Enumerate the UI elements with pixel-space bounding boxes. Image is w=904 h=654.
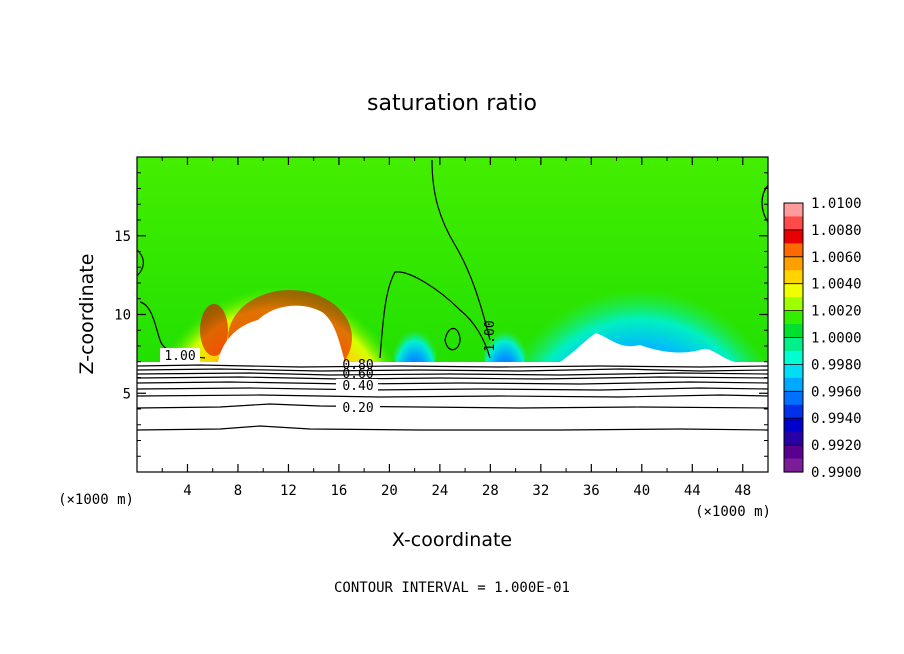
colorbar-swatch <box>784 391 803 406</box>
contour-labels: 1.00 1.00 0.80 0.60 0.40 0.20 <box>160 320 498 416</box>
contour-label: 0.20 <box>342 401 373 416</box>
x-axis-title: X-coordinate <box>392 529 512 551</box>
x-tick-label: 28 <box>482 483 499 499</box>
colorbar-swatch <box>784 458 803 473</box>
colorbar-swatch <box>784 216 803 231</box>
x-tick-label: 40 <box>633 483 650 499</box>
colorbar-swatch <box>784 203 803 218</box>
contour-label: 0.80 <box>342 358 373 373</box>
colorbar-label: 0.9940 <box>811 411 862 427</box>
colorbar-label: 1.0100 <box>811 196 862 212</box>
colorbar-label: 0.9980 <box>811 357 862 373</box>
contour-0-70 <box>137 372 768 376</box>
contour-1-00-right-edge <box>761 184 768 223</box>
colorbar-swatch <box>784 324 803 339</box>
colorbar-swatch <box>784 310 803 325</box>
colorbar-label: 1.0080 <box>811 223 862 239</box>
x-tick-label: 8 <box>234 483 242 499</box>
contour-1-00-loop <box>444 327 461 351</box>
colorbar-swatch <box>784 270 803 285</box>
warm-left-core <box>200 304 228 356</box>
colorbar-swatch <box>784 229 803 244</box>
colorbar-label: 1.0060 <box>811 250 862 266</box>
colorbar-swatch <box>784 445 803 460</box>
y-tick-label: 5 <box>123 386 131 402</box>
x-tick-label: 4 <box>183 483 191 499</box>
contour-label-bg <box>336 379 378 391</box>
colorbar-label: 1.0000 <box>811 331 862 347</box>
contour-label: 1.00 <box>164 349 195 364</box>
x-tick-label: 24 <box>431 483 448 499</box>
unsaturated-dome-right <box>560 333 735 362</box>
contour-1-00-upper <box>431 159 491 341</box>
contour-label: 1.00 <box>483 320 498 351</box>
colorbar-swatch <box>784 377 803 392</box>
lower-layer <box>137 362 768 472</box>
colorbar-label: 1.0040 <box>811 277 862 293</box>
colorbar-label: 0.9900 <box>811 465 862 481</box>
colorbar-swatch <box>784 418 803 433</box>
x-tick-label: 36 <box>583 483 600 499</box>
y-unit-label: (×1000 m) <box>58 492 134 508</box>
colorbar-swatch <box>784 364 803 379</box>
contour-0-60 <box>137 376 768 380</box>
contour-label: 0.60 <box>342 367 373 382</box>
contour-interval-note: CONTOUR INTERVAL = 1.000E-01 <box>334 580 570 596</box>
colorbar: 1.0100 1.0080 1.0060 1.0040 1.0020 1.0000 0.99… <box>783 196 862 481</box>
contour-0-80 <box>137 368 768 372</box>
contour-1-00-edge <box>137 249 144 277</box>
contour-label-bg <box>336 400 380 414</box>
x-tick-label: 16 <box>330 483 347 499</box>
colorbar-swatch <box>784 337 803 352</box>
contour-label: 0.40 <box>342 379 373 394</box>
x-tick-label: 32 <box>532 483 549 499</box>
colorbar-label: 0.9960 <box>811 384 862 400</box>
contour-lines <box>137 159 768 431</box>
x-axis: 4 8 12 16 20 24 28 32 36 40 44 48 <box>161 157 751 499</box>
colorbar-label: 1.0020 <box>811 304 862 320</box>
contour-0-40 <box>137 387 768 391</box>
y-axis-title: Z-coordinate <box>76 254 98 375</box>
colorbar-swatch <box>784 350 803 365</box>
y-tick-label: 15 <box>114 229 131 245</box>
y-axis: 5 10 15 <box>114 172 768 457</box>
x-tick-label: 12 <box>280 483 297 499</box>
chart-title: saturation ratio <box>367 91 537 116</box>
x-tick-label: 48 <box>734 483 751 499</box>
unsaturated-dome-left <box>218 305 345 362</box>
contour-0-90 <box>137 364 768 368</box>
x-tick-label: 44 <box>684 483 701 499</box>
colorbar-swatch <box>784 283 803 298</box>
contour-label-bg <box>160 348 200 362</box>
x-unit-label: (×1000 m) <box>695 504 771 520</box>
contour-0-50 <box>137 381 768 385</box>
colorbar-label: 0.9920 <box>811 438 862 454</box>
plot-field <box>137 157 768 472</box>
x-tick-label: 20 <box>381 483 398 499</box>
colorbar-swatch <box>784 243 803 258</box>
colorbar-swatch <box>784 256 803 271</box>
contour-0-30 <box>137 394 768 398</box>
colorbar-swatch <box>784 431 803 446</box>
contour-1-00-center <box>379 271 491 359</box>
contour-0-10 <box>137 425 768 431</box>
colorbar-swatch <box>784 297 803 312</box>
y-tick-label: 10 <box>114 308 131 324</box>
colorbar-swatch <box>784 404 803 419</box>
